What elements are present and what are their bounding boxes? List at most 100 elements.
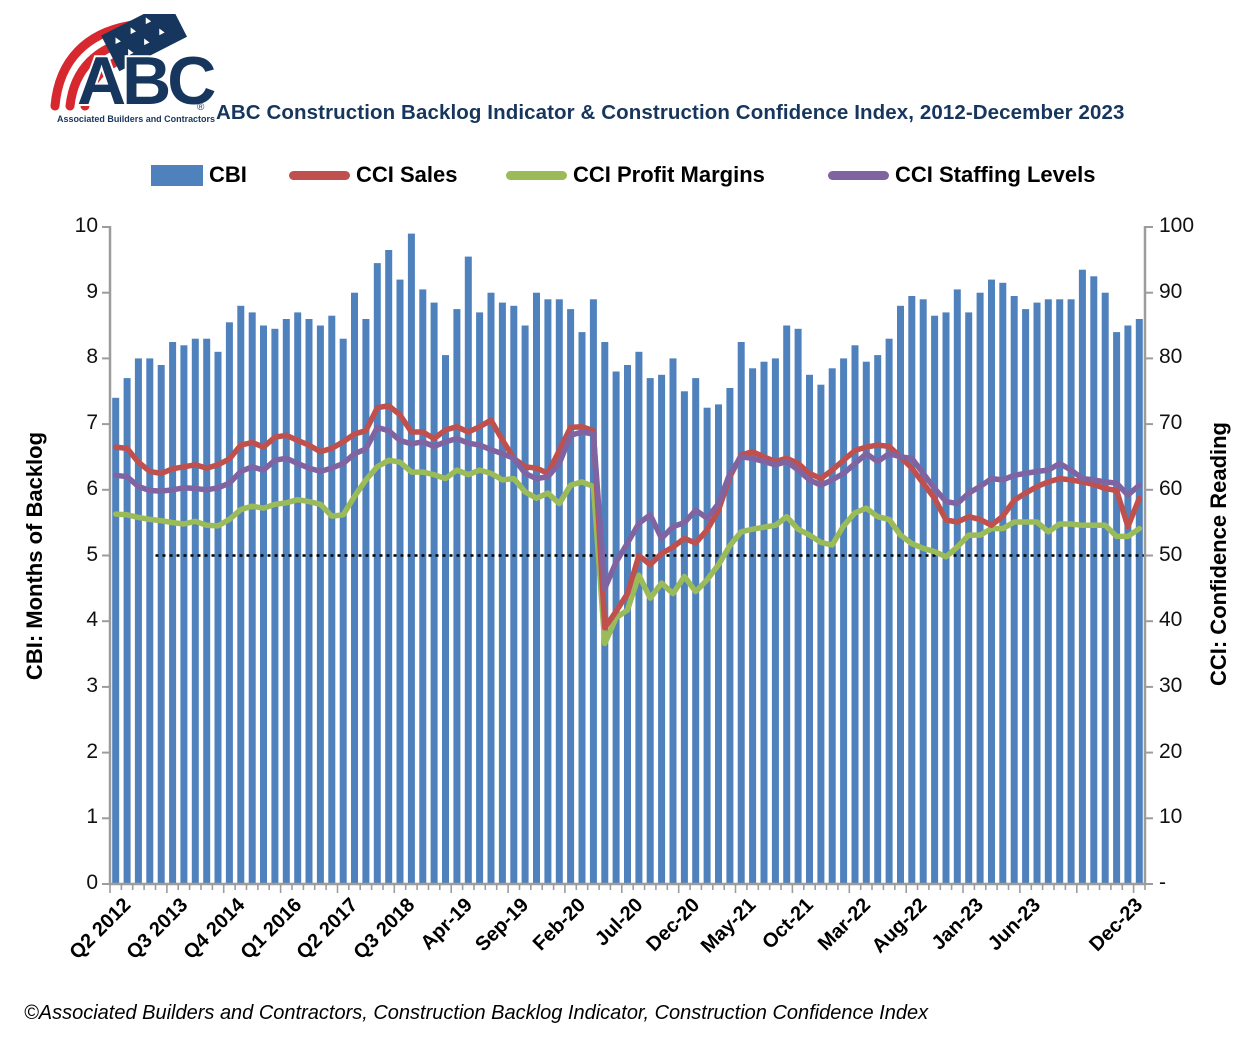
cbi-bar (498, 302, 506, 885)
cbi-bar (919, 299, 927, 884)
cbi-bar (214, 351, 222, 884)
cbi-bar (112, 397, 120, 884)
page-title: ABC Construction Backlog Indicator & Con… (216, 101, 1125, 124)
cbi-bar (191, 338, 199, 884)
cbi-bar (715, 404, 722, 884)
cbi-bar (464, 256, 472, 885)
legend-item-cbi: CBI (151, 160, 247, 190)
right-axis-tick-label: 20 (1159, 739, 1183, 763)
logo-registered-mark: ® (197, 102, 205, 113)
cbi-bar (624, 365, 631, 884)
logo-abbr: ABC (77, 43, 215, 119)
cbi-bar (533, 292, 540, 884)
cbi-bar (897, 305, 904, 884)
cbi-bar (680, 391, 688, 885)
cbi-bar (1135, 319, 1143, 884)
cbi-bar (976, 292, 984, 884)
cci-sales-line (112, 402, 1143, 631)
cbi-bar (339, 338, 347, 884)
cbi-bar (567, 309, 575, 885)
cbi-swatch-icon (151, 164, 203, 186)
right-axis-tick-label: 40 (1159, 608, 1183, 632)
legend-label-cci-sales: CCI Sales (356, 162, 458, 187)
legend-label-cci-profit-margins: CCI Profit Margins (573, 162, 765, 187)
left-axis-tick-label: 7 (86, 411, 98, 435)
right-axis-tick-label: 50 (1159, 542, 1183, 566)
cbi-bar (169, 342, 177, 884)
footer-credit: ©Associated Builders and Contractors, Co… (24, 1002, 929, 1024)
cbi-bar (988, 279, 995, 885)
cbi-bar (419, 289, 427, 884)
cbi-bar (942, 312, 950, 884)
cci-profit-margins-line (112, 457, 1143, 647)
cbi-bars (112, 233, 1143, 885)
right-axis-tick-label: 70 (1159, 411, 1183, 435)
cci-profit-margins-swatch-icon (506, 170, 567, 180)
cbi-bar (1033, 302, 1041, 885)
cbi-bar (476, 312, 484, 884)
cbi-bar (453, 309, 461, 885)
cbi-bar (737, 342, 745, 884)
cbi-bar (328, 315, 336, 884)
cbi-bar (999, 282, 1007, 884)
cci-staffing-levels-line (112, 424, 1143, 592)
cbi-bar (146, 358, 154, 884)
cbi-bar (771, 358, 779, 884)
cbi-bar (658, 374, 666, 884)
cbi-bar (123, 378, 131, 884)
cbi-bar (407, 233, 415, 885)
cbi-bar (1067, 299, 1075, 884)
cbi-bar (248, 312, 256, 884)
legend-item-cci-profit-margins: CCI Profit Margins (506, 160, 765, 190)
cbi-bar (1124, 325, 1132, 884)
cbi-bar (316, 325, 324, 884)
right-axis-tick-label: 60 (1159, 476, 1183, 500)
cbi-bar (885, 338, 893, 884)
left-axis-tick-label: 0 (86, 871, 98, 894)
cbi-bar (362, 319, 370, 884)
cbi-bar (351, 292, 358, 884)
left-axis-tick-label: 1 (86, 805, 98, 829)
right-axis-tick-label: 100 (1159, 214, 1195, 237)
cbi-bar (953, 289, 961, 884)
left-axis-tick-label: 2 (86, 739, 98, 763)
right-axis-tick-label: 80 (1159, 345, 1183, 369)
cbi-bar (294, 312, 302, 884)
right-axis-title: CCI: Confidence Reading (1206, 422, 1231, 687)
cbi-bar (931, 315, 939, 884)
cbi-bar (487, 292, 495, 884)
cbi-bar (203, 338, 211, 884)
cci-staffing-levels-swatch-icon (828, 170, 889, 180)
left-axis-tick-label: 10 (74, 214, 98, 237)
cbi-bar (589, 299, 597, 884)
cbi-bar (510, 305, 518, 884)
cbi-bar (703, 407, 711, 884)
left-axis-title: CBI: Months of Backlog (22, 431, 47, 681)
cbi-bar (1022, 309, 1030, 885)
cbi-bar (442, 355, 449, 885)
cbi-bar (965, 312, 973, 884)
cbi-bar (669, 358, 677, 884)
left-axis-tick-label: 9 (86, 279, 98, 303)
logo-org-name: Associated Builders and Contractors (57, 114, 215, 125)
cbi-bar (851, 345, 859, 884)
cbi-bar (806, 374, 813, 884)
cbi-bar (282, 319, 290, 884)
cbi-bar (692, 378, 700, 884)
left-axis-tick-label: 8 (86, 345, 98, 369)
cbi-bar (612, 371, 620, 884)
cbi-bar (157, 365, 165, 884)
cbi-bar (373, 263, 381, 885)
cbi-bar (180, 345, 188, 884)
left-axis-tick-label: 3 (86, 673, 98, 697)
cbi-bar (1044, 299, 1052, 884)
cbi-bar (794, 328, 802, 884)
legend-label-cbi: CBI (209, 162, 247, 187)
cbi-bar (760, 361, 768, 884)
cbi-bar (1101, 292, 1109, 884)
right-axis-tick-label: 10 (1159, 805, 1183, 829)
cbi-bar (726, 388, 734, 884)
cbi-bar (1090, 276, 1098, 884)
cbi-bar (260, 325, 267, 884)
